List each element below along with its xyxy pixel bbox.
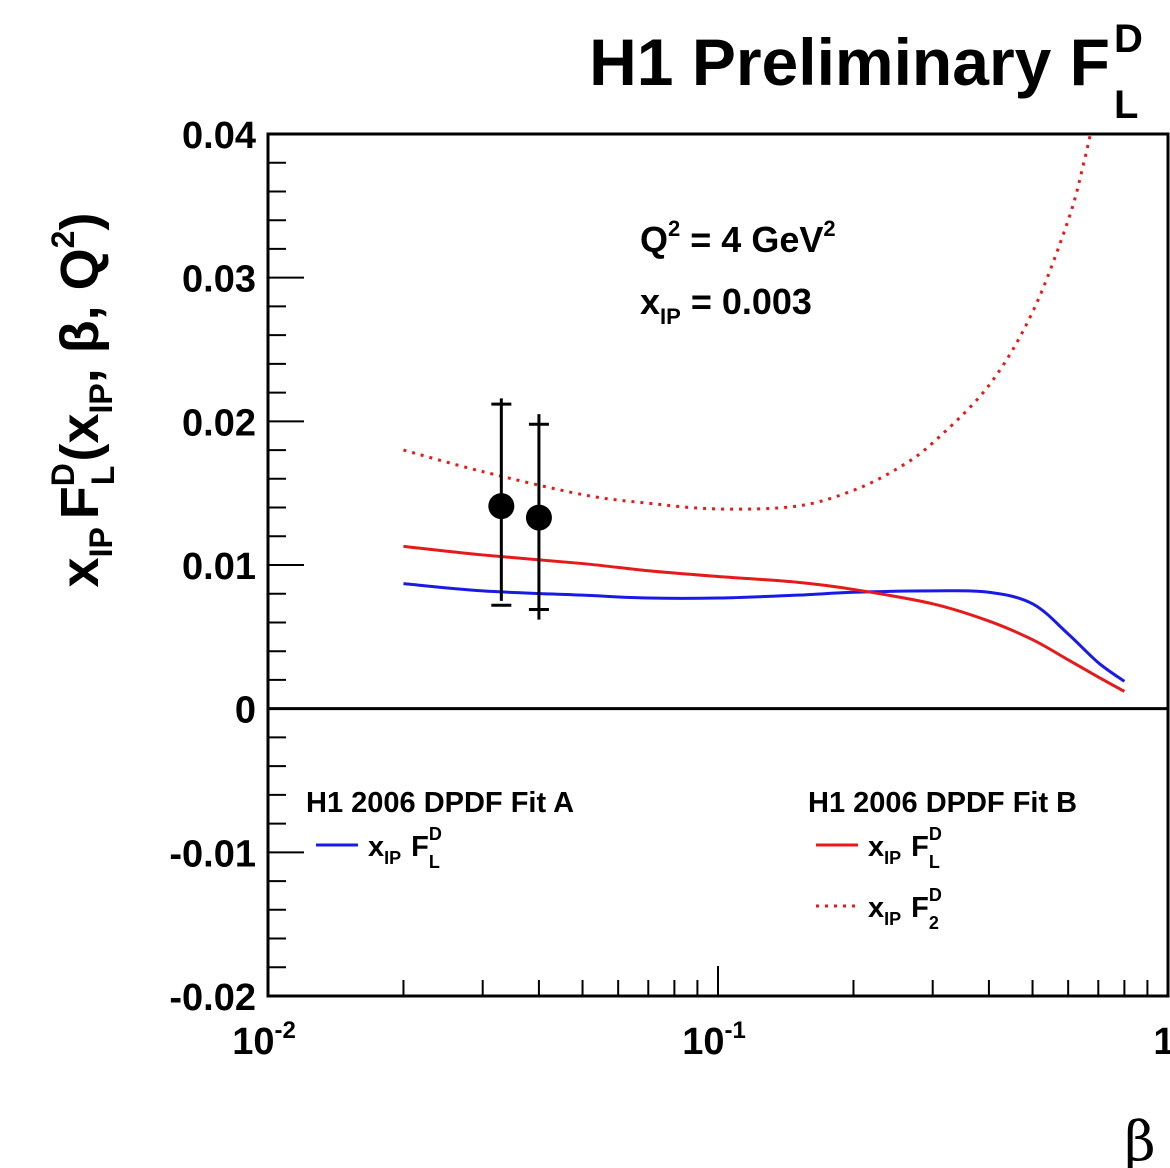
y-tick-label: -0.02 [169,977,256,1019]
annotation-xip: xIP = 0.003 [640,281,812,329]
ylabel-f-sup: D [45,463,81,486]
chart-title-superscript: D [1114,17,1143,61]
series-line-1 [403,544,1126,693]
series-curves [403,134,1126,693]
data-point-0 [488,493,515,520]
ylabel-f: F [50,486,110,519]
y-tick-label: 0 [235,690,256,732]
x-tick-labels: 10-2 10-1 1 [232,1017,1170,1063]
legend-title-fit-a: H1 2006 DPDF Fit A [306,787,574,819]
ylabel-open: (x [50,414,110,462]
ylabel-arg-sub: IP [83,383,119,413]
y-tick-labels: -0.02 -0.01 0 0.01 0.02 0.03 0.04 [169,115,256,1019]
x-tick-label: 1 [1153,1021,1170,1063]
series-line-0 [403,582,1126,683]
ylabel-x-sub: IP [83,527,119,557]
data-points [488,398,552,620]
legend: H1 2006 DPDF Fit A H1 2006 DPDF Fit B xI… [306,787,1077,933]
ylabel-tail: , β, Q [50,248,110,383]
ylabel-close: ) [50,213,110,231]
plot-frame [266,132,1170,998]
y-tick-label: -0.01 [169,833,256,875]
y-axis-label: xIPFD L(xIP, β, Q2) [45,213,121,588]
y-tick-label: 0.04 [182,115,256,157]
legend-title-fit-b: H1 2006 DPDF Fit B [808,787,1077,819]
data-point-1 [525,504,552,531]
legend-label-fit-a-fl: xIP FD L [368,824,442,872]
y-tick-label: 0.03 [182,259,256,301]
ylabel-tail-sup: 2 [45,231,81,249]
legend-label-fit-b-fl: xIP FD L [868,824,942,872]
series-line-2 [403,134,1092,511]
x-axis-label: β [1124,1110,1155,1168]
legend-label-fit-b-f2: xIP FD 2 [868,885,942,933]
chart-title: H1 Preliminary F [589,25,1110,99]
x-tick-label: 10-2 [232,1017,296,1063]
ylabel-f-sub: L [85,466,121,486]
ylabel-x: x [50,557,110,587]
axis-ticks [268,133,1149,997]
x-tick-label: 10-1 [682,1017,746,1063]
annotation-q2: Q2 = 4 GeV2 [640,216,836,260]
y-tick-label: 0.01 [182,546,256,588]
chart-title-subscript: L [1114,83,1138,127]
y-tick-label: 0.02 [182,402,256,444]
